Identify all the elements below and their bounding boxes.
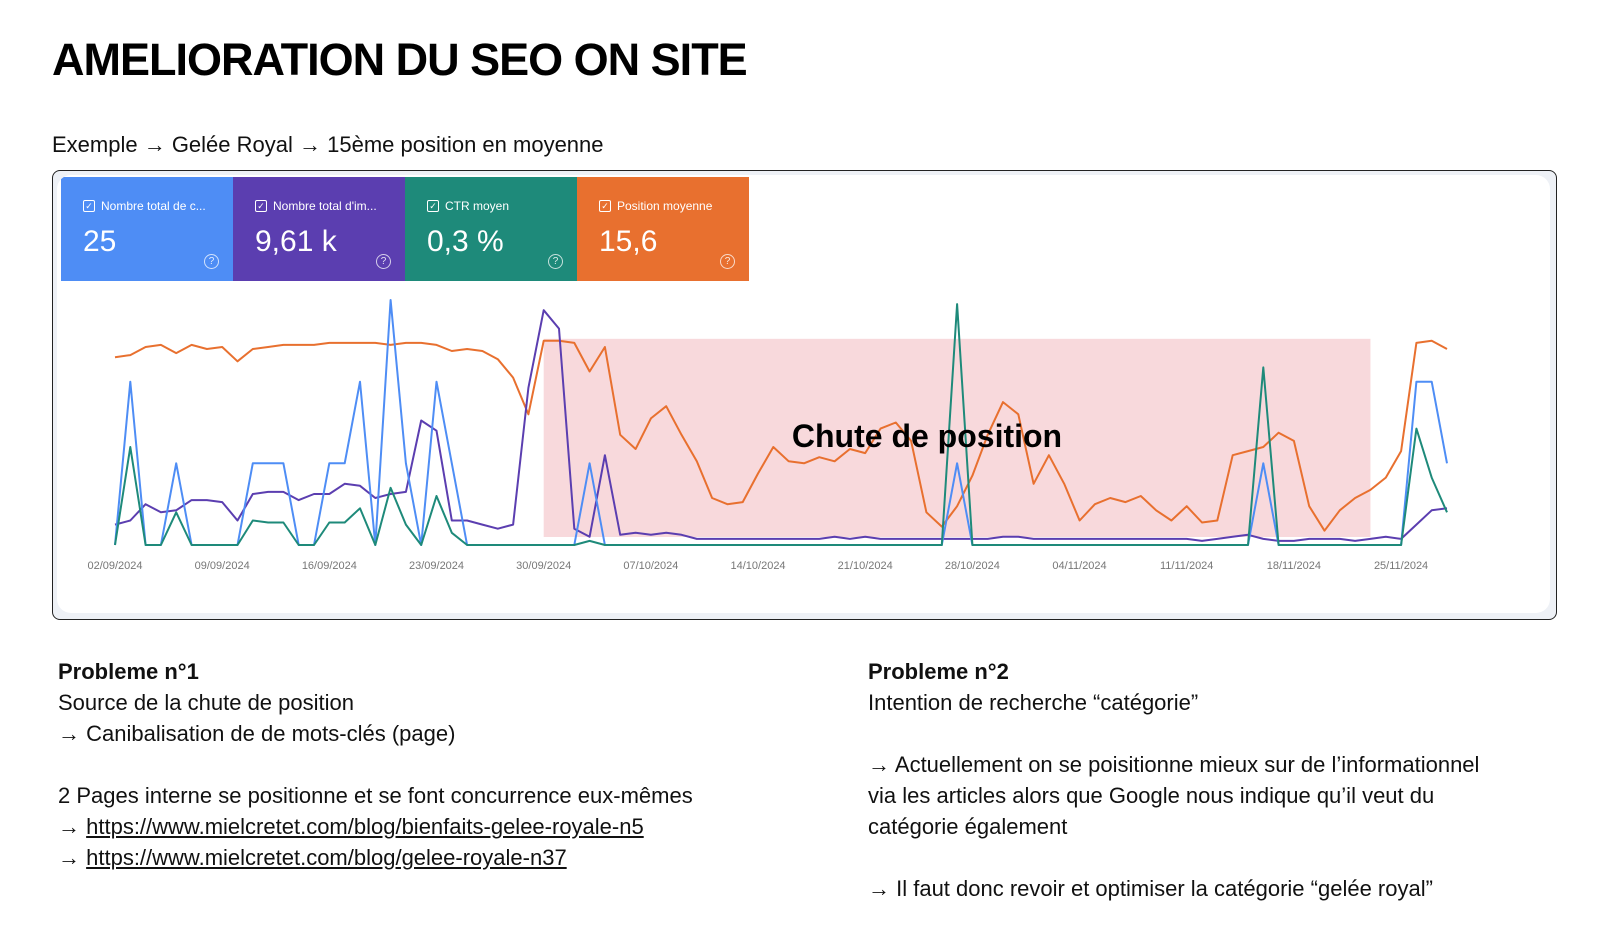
metric-label: Position moyenne [617, 199, 713, 213]
x-tick-label: 21/10/2024 [838, 560, 893, 572]
metric-label: Nombre total d'im... [273, 199, 377, 213]
problem-2-heading: Probleme n°2 [868, 659, 1009, 684]
problem-2-section: Probleme n°2 Intention de recherche “cat… [868, 656, 1568, 904]
link-bienfaits-gelee-royale[interactable]: https://www.mielcretet.com/blog/bienfait… [86, 814, 644, 839]
page-subtitle: Exemple → Gelée Royal → 15ème position e… [52, 132, 604, 157]
metric-tabs: ✓ Nombre total de c... 25 ? ✓ Nombre total… [61, 177, 749, 281]
x-tick-label: 02/09/2024 [87, 560, 142, 572]
x-tick-label: 28/10/2024 [945, 560, 1000, 572]
link-row: → https://www.mielcretet.com/blog/bienfa… [58, 811, 818, 842]
problem-1-heading: Probleme n°1 [58, 659, 199, 684]
help-icon[interactable]: ? [720, 254, 735, 269]
checkbox-checked-icon[interactable]: ✓ [255, 200, 267, 212]
problem-2-line: Intention de recherche “catégorie” [868, 690, 1199, 715]
x-tick-label: 04/11/2024 [1052, 560, 1106, 572]
checkbox-checked-icon[interactable]: ✓ [427, 200, 439, 212]
performance-chart: Chute de position 02/09/2024 09/09/2024 16/… [87, 299, 1448, 572]
annotation-label: Chute de position [792, 418, 1062, 454]
x-tick-label: 14/10/2024 [731, 560, 786, 572]
performance-card: Chute de position 02/09/2024 09/09/2024 16/… [57, 175, 1550, 613]
metric-value: 9,61 k [255, 225, 337, 258]
problem-1-line: 2 Pages interne se positionne et se font… [58, 783, 693, 808]
checkbox-checked-icon[interactable]: ✓ [599, 200, 611, 212]
metric-label: Nombre total de c... [101, 199, 206, 213]
series-line-1 [114, 309, 1448, 542]
help-icon[interactable]: ? [376, 254, 391, 269]
x-tick-label: 30/09/2024 [516, 560, 571, 572]
x-tick-label: 18/11/2024 [1267, 560, 1321, 572]
x-tick-label: 25/11/2024 [1374, 560, 1428, 572]
page-title: AMELIORATION DU SEO ON SITE [52, 34, 748, 85]
metric-tab-position[interactable]: ✓ Position moyenne 15,6 ? [577, 177, 749, 281]
link-row: → https://www.mielcretet.com/blog/gelee-… [58, 842, 818, 873]
search-console-screenshot-frame: Chute de position 02/09/2024 09/09/2024 16/… [52, 170, 1557, 620]
metric-label: CTR moyen [445, 199, 510, 213]
metric-value: 15,6 [599, 225, 658, 258]
problem-1-line: → Canibalisation de de mots-clés (page) [58, 721, 456, 746]
help-icon[interactable]: ? [548, 254, 563, 269]
arrow: → [58, 814, 80, 839]
metric-tab-ctr[interactable]: ✓ CTR moyen 0,3 % ? [405, 177, 577, 281]
x-tick-label: 09/09/2024 [195, 560, 250, 572]
metric-value: 25 [83, 225, 117, 258]
x-tick-label: 23/09/2024 [409, 560, 464, 572]
help-icon[interactable]: ? [204, 254, 219, 269]
annotation-band [543, 338, 1371, 537]
series-line-3 [114, 303, 1448, 546]
problem-1-section: Probleme n°1 Source de la chute de posit… [58, 656, 818, 873]
problem-2-line: catégorie également [868, 814, 1068, 839]
link-gelee-royale[interactable]: https://www.mielcretet.com/blog/gelee-ro… [86, 845, 567, 870]
checkbox-checked-icon[interactable]: ✓ [83, 200, 95, 212]
metric-tab-impressions[interactable]: ✓ Nombre total d'im... 9,61 k ? [233, 177, 405, 281]
x-tick-label: 16/09/2024 [302, 560, 357, 572]
problem-2-line: → Il faut donc revoir et optimiser la ca… [868, 876, 1433, 901]
x-tick-label: 07/10/2024 [623, 560, 678, 572]
metric-value: 0,3 % [427, 225, 504, 258]
problem-2-line: → Actuellement on se poisitionne mieux s… [868, 752, 1480, 777]
metric-tab-clicks[interactable]: ✓ Nombre total de c... 25 ? [61, 177, 233, 281]
arrow: → [58, 845, 80, 870]
problem-1-line: Source de la chute de position [58, 690, 354, 715]
x-tick-label: 11/11/2024 [1160, 560, 1213, 572]
problem-2-line: via les articles alors que Google nous i… [868, 783, 1435, 808]
series-line-0 [114, 339, 1448, 532]
